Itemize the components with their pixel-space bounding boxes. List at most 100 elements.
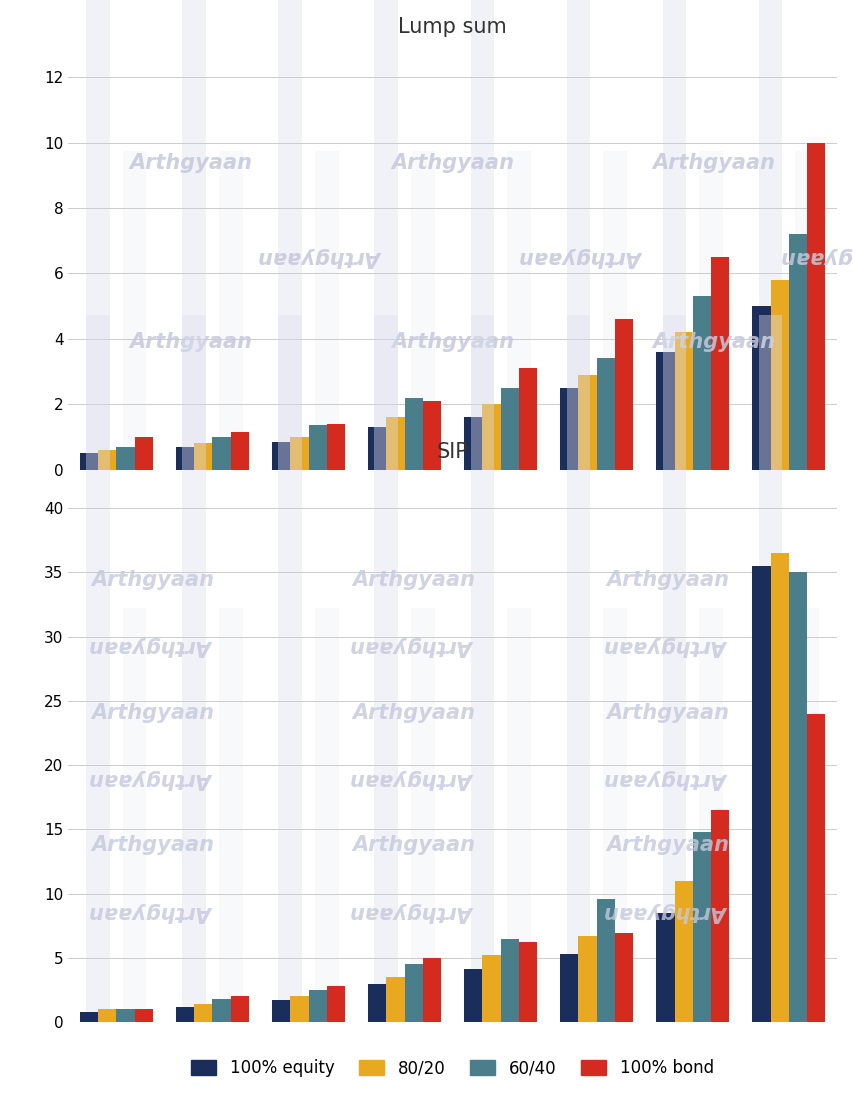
Bar [788, 572, 806, 1022]
Bar [410, 608, 434, 1022]
Text: Arthgyaan: Arthgyaan [352, 570, 475, 590]
Bar [135, 1009, 153, 1022]
Bar [327, 987, 345, 1022]
Bar [751, 565, 769, 1022]
Bar [98, 450, 116, 470]
Bar [806, 713, 825, 1022]
Bar [98, 1009, 116, 1022]
Bar [602, 151, 626, 470]
Bar [308, 426, 327, 470]
Title: Lump sum: Lump sum [397, 18, 507, 38]
Bar [123, 608, 147, 1022]
Bar [482, 955, 500, 1022]
Bar [374, 0, 397, 470]
Text: Arthgyaan: Arthgyaan [606, 835, 728, 855]
Bar [560, 954, 577, 1022]
Bar [751, 306, 769, 470]
Bar [212, 437, 230, 470]
Bar [577, 935, 596, 1022]
Text: Arthgyaan: Arthgyaan [391, 332, 514, 352]
Bar [290, 437, 308, 470]
Bar [194, 443, 212, 470]
Text: Arthgyaan: Arthgyaan [521, 247, 644, 267]
Bar [218, 151, 242, 470]
Bar [614, 319, 633, 470]
Bar [806, 142, 825, 470]
Bar [374, 314, 397, 1022]
Bar [655, 913, 674, 1022]
Bar [80, 1012, 98, 1022]
Bar [422, 958, 441, 1022]
Legend: 100% equity, 80/20, 60/40, 100% bond: 100% equity, 80/20, 60/40, 100% bond [184, 1052, 720, 1084]
Bar [482, 404, 500, 470]
Bar [278, 0, 302, 470]
Bar [794, 151, 818, 470]
Bar [80, 453, 98, 470]
Text: Arthgyaan: Arthgyaan [130, 332, 252, 352]
Bar [655, 352, 674, 470]
Bar [794, 608, 818, 1022]
Bar [470, 0, 494, 470]
Text: Arthgyaan: Arthgyaan [606, 570, 728, 590]
Bar [470, 314, 494, 1022]
Bar [218, 608, 242, 1022]
Text: Arthgyaan: Arthgyaan [352, 835, 475, 855]
Text: Arthgyaan: Arthgyaan [606, 902, 728, 922]
Text: Arthgyaan: Arthgyaan [652, 153, 775, 173]
Bar [116, 1009, 135, 1022]
Bar [674, 332, 692, 470]
Bar [566, 314, 589, 1022]
Bar [699, 608, 722, 1022]
Bar [769, 280, 788, 470]
Text: Arthgyaan: Arthgyaan [91, 570, 214, 590]
Bar [692, 832, 711, 1022]
Bar [86, 314, 110, 1022]
Bar [596, 359, 614, 470]
Text: Arthgyaan: Arthgyaan [391, 153, 514, 173]
Bar [290, 997, 308, 1022]
Bar [711, 810, 728, 1022]
Text: Arthgyaan: Arthgyaan [352, 702, 475, 722]
Bar [278, 314, 302, 1022]
Text: Arthgyaan: Arthgyaan [782, 247, 853, 267]
Bar [769, 553, 788, 1022]
Text: Arthgyaan: Arthgyaan [91, 769, 214, 789]
Bar [692, 297, 711, 470]
Bar [315, 151, 339, 470]
Bar [500, 388, 519, 470]
Bar [711, 257, 728, 470]
Bar [464, 970, 482, 1022]
Bar [271, 1000, 290, 1022]
Bar [519, 942, 537, 1022]
Bar [308, 990, 327, 1022]
Bar [596, 899, 614, 1022]
Text: Arthgyaan: Arthgyaan [130, 153, 252, 173]
Bar [757, 0, 781, 470]
Bar [116, 447, 135, 470]
Bar [699, 151, 722, 470]
Bar [182, 314, 206, 1022]
Bar [368, 427, 386, 470]
Bar [507, 608, 531, 1022]
Bar [519, 368, 537, 470]
Bar [674, 881, 692, 1022]
Text: Arthgyaan: Arthgyaan [260, 247, 383, 267]
Bar [602, 608, 626, 1022]
Bar [500, 939, 519, 1022]
Bar [566, 0, 589, 470]
Text: Arthgyaan: Arthgyaan [606, 702, 728, 722]
Bar [410, 151, 434, 470]
Bar [662, 314, 686, 1022]
Bar [230, 997, 249, 1022]
Text: Arthgyaan: Arthgyaan [352, 769, 475, 789]
Bar [662, 0, 686, 470]
Bar [507, 151, 531, 470]
Bar [135, 437, 153, 470]
Text: Arthgyaan: Arthgyaan [91, 637, 214, 657]
Bar [386, 978, 404, 1022]
Text: Arthgyaan: Arthgyaan [652, 332, 775, 352]
Bar [123, 151, 147, 470]
Bar [230, 432, 249, 470]
Bar [404, 398, 422, 470]
Bar [315, 608, 339, 1022]
